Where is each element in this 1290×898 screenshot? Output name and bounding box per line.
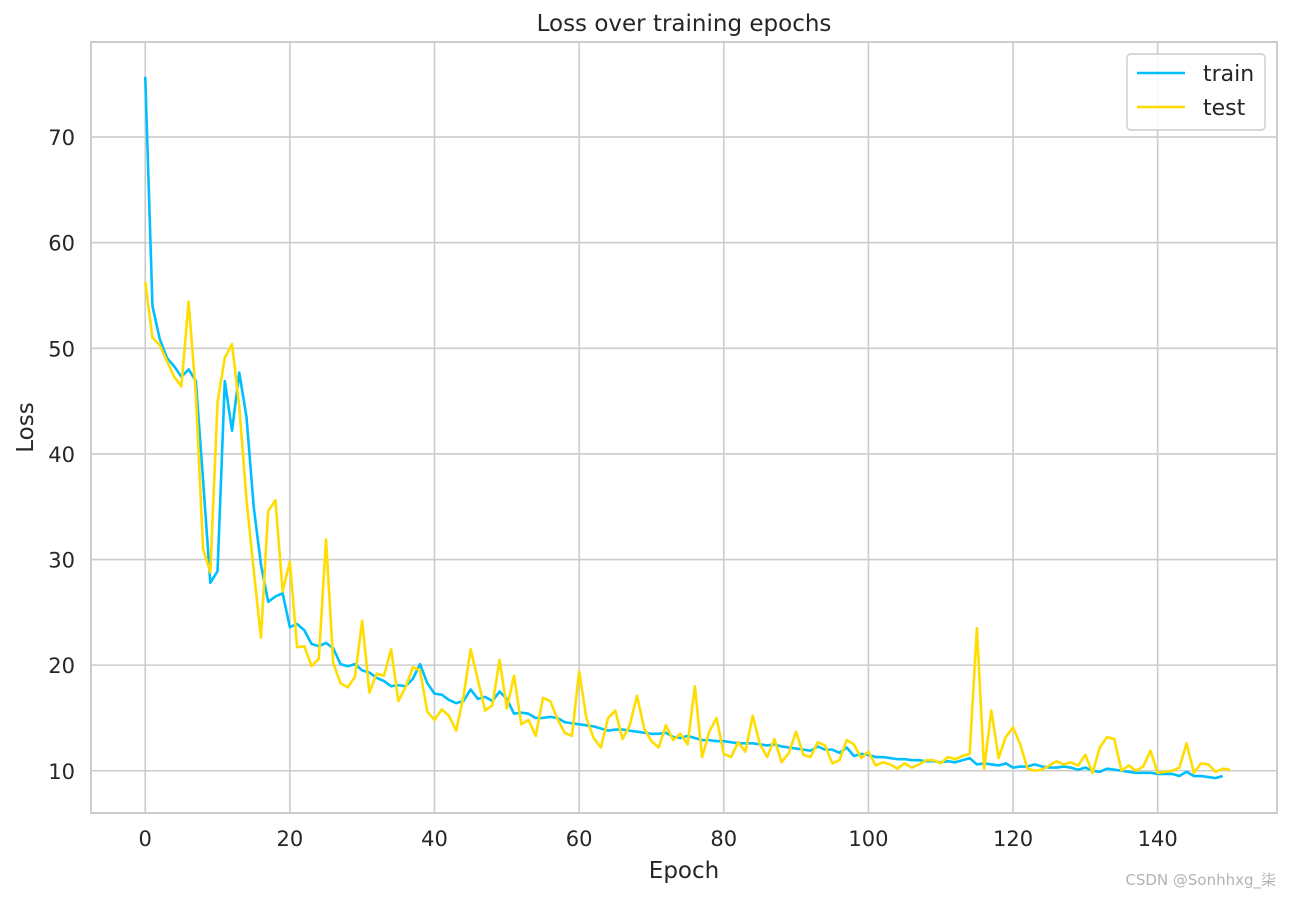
series-line-train	[143, 76, 1224, 780]
y-tick-label: 10	[48, 760, 75, 784]
y-tick-label: 30	[48, 549, 75, 573]
legend-label-train: train	[1203, 62, 1254, 87]
y-axis-label: Loss	[13, 402, 39, 452]
series-lines	[143, 76, 1231, 780]
x-tick-labels: 0 20 40 60 80 100 120 140	[139, 827, 1178, 851]
legend: train test	[1126, 53, 1266, 131]
plot-frame	[90, 41, 1278, 814]
y-tick-label: 70	[48, 126, 75, 150]
y-tick-label: 50	[48, 337, 75, 361]
x-tick-label: 0	[139, 827, 152, 851]
x-tick-label: 120	[993, 827, 1033, 851]
grid	[91, 42, 1277, 813]
y-tick-labels: 10 20 30 40 50 60 70	[48, 126, 75, 784]
x-tick-label: 100	[848, 827, 888, 851]
y-tick-label: 40	[48, 443, 75, 467]
watermark: CSDN @Sonhhxg_柒	[1125, 871, 1276, 889]
chart-title: Loss over training epochs	[537, 11, 832, 37]
legend-label-test: test	[1203, 96, 1246, 121]
x-tick-label: 60	[566, 827, 593, 851]
x-tick-label: 80	[710, 827, 737, 851]
x-tick-label: 40	[421, 827, 448, 851]
x-tick-label: 140	[1138, 827, 1178, 851]
y-tick-label: 60	[48, 232, 75, 256]
x-axis-label: Epoch	[649, 858, 719, 884]
x-tick-label: 20	[277, 827, 304, 851]
series-line-test	[143, 281, 1231, 775]
y-tick-label: 20	[48, 654, 75, 678]
